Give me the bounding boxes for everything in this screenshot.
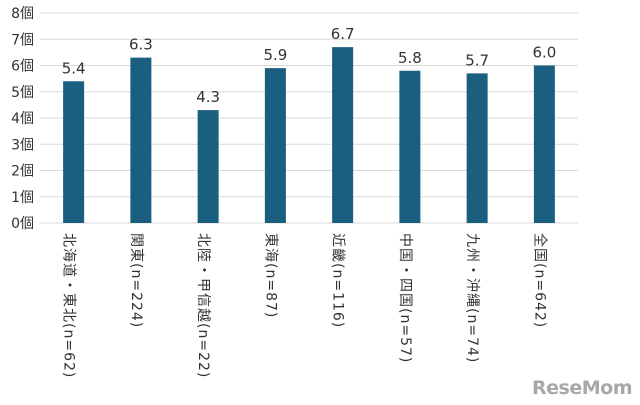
x-tick-label: 関東(n=224) <box>128 233 144 328</box>
bars <box>63 47 555 223</box>
bar <box>332 47 354 223</box>
bar <box>264 68 286 223</box>
y-tick-label: 5個 <box>11 85 34 101</box>
data-label: 6.7 <box>331 25 355 43</box>
x-tick-label: 九州・沖縄(n=74) <box>464 233 480 363</box>
x-tick-label: 近畿(n=116) <box>330 233 346 328</box>
x-axis: 北海道・東北(n=62) 関東(n=224) 北陸・甲信越(n=22) 東海(n=87… <box>61 233 549 378</box>
gridlines <box>40 12 578 224</box>
data-label: 4.3 <box>196 88 220 106</box>
data-label: 5.9 <box>263 46 287 64</box>
x-tick-label: 東海(n=87) <box>262 233 278 318</box>
value-labels: 5.4 6.3 4.3 5.9 6.7 5.8 5.7 6.0 <box>62 25 557 106</box>
y-tick-label: 6個 <box>11 59 34 75</box>
bar <box>533 65 555 223</box>
bar <box>466 73 488 223</box>
y-tick-label: 3個 <box>11 137 34 153</box>
y-tick-label: 0個 <box>11 216 34 232</box>
data-label: 6.3 <box>129 36 153 54</box>
y-tick-label: 7個 <box>11 32 34 48</box>
bar <box>399 70 421 223</box>
x-tick-label: 中国・四国(n=57) <box>397 233 413 363</box>
bar <box>63 81 85 223</box>
y-tick-label: 1個 <box>11 190 34 206</box>
x-tick-label: 北陸・甲信越(n=22) <box>195 233 211 378</box>
y-tick-label: 4個 <box>11 111 34 127</box>
data-label: 6.0 <box>532 44 556 62</box>
watermark-text: ReseMom <box>532 377 632 399</box>
y-tick-label: 8個 <box>11 6 34 22</box>
resemom-watermark: ReseMom <box>532 373 632 399</box>
data-label: 5.4 <box>62 59 86 77</box>
x-tick-label: 北海道・東北(n=62) <box>61 233 77 378</box>
bar <box>197 110 219 223</box>
data-label: 5.8 <box>398 49 422 67</box>
y-tick-label: 2個 <box>11 164 34 180</box>
y-axis: 0個 1個 2個 3個 4個 5個 6個 7個 8個 <box>11 6 34 232</box>
bar <box>130 57 152 223</box>
x-tick-label: 全国(n=642) <box>531 233 548 328</box>
data-label: 5.7 <box>465 51 489 69</box>
